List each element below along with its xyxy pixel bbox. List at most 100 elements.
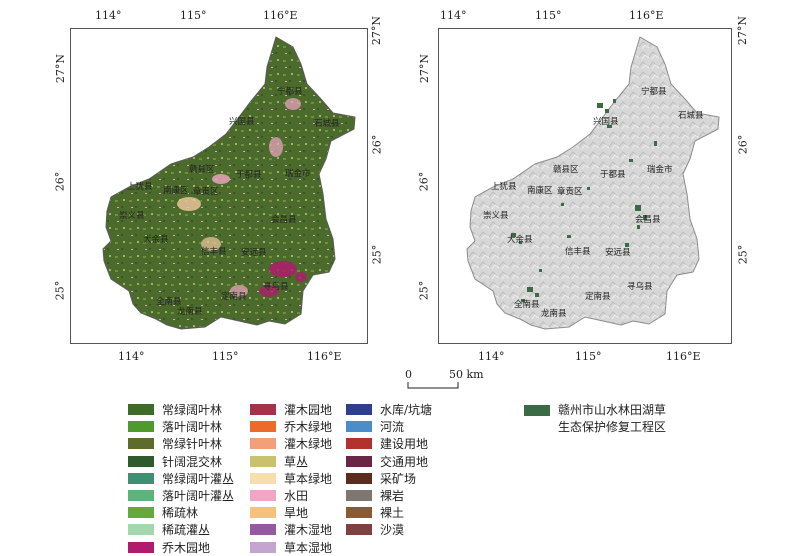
project-patch: [597, 103, 603, 108]
lat-tick-left: 26°: [417, 171, 431, 192]
legend-label: 建设用地: [380, 437, 429, 452]
legend-label: 乔木绿地: [284, 420, 333, 435]
county-label: 石城县: [314, 119, 340, 129]
legend-swatch: [250, 438, 276, 450]
lat-tick-left: 25°: [417, 280, 431, 301]
lon-tick-top: 114°: [95, 9, 122, 22]
legend-item: 稀疏灌丛: [128, 522, 210, 537]
county-label: 南康区: [527, 186, 553, 196]
county-label: 全南县: [514, 300, 540, 310]
project-patch: [587, 187, 590, 190]
legend-label: 交通用地: [380, 454, 429, 469]
lat-tick-left: 26°: [53, 171, 67, 192]
lat-tick-right: 27°N: [370, 15, 384, 46]
legend-item: 沙漠: [346, 522, 404, 537]
legend-label: 采矿场: [380, 471, 417, 486]
county-label: 于都县: [600, 170, 626, 180]
legend-swatch: [346, 404, 372, 415]
legend-item: 草丛: [250, 454, 308, 469]
lon-tick-top: 116°E: [629, 9, 664, 22]
legend-label: 水库/坑塘: [380, 403, 433, 417]
legend-label: 草本绿地: [284, 471, 333, 486]
lon-tick-top: 116°E: [263, 9, 298, 22]
legend-swatch: [128, 541, 154, 553]
project-area-patches: [511, 99, 657, 302]
legend-swatch: [128, 421, 154, 433]
lon-tick-bottom: 115°: [575, 350, 602, 363]
county-label: 龙南县: [541, 309, 567, 319]
project-patch: [635, 205, 641, 211]
county-label: 安远县: [241, 248, 267, 258]
legend-item: 草本绿地: [250, 471, 332, 486]
county-label: 崇义县: [483, 211, 509, 221]
legend-label: 草本湿地: [284, 540, 333, 555]
legend-item: 裸岩: [346, 488, 404, 503]
county-label: 定南县: [221, 292, 247, 302]
county-label: 于都县: [236, 170, 262, 180]
county-label: 瑞金市: [647, 165, 673, 175]
project-patch: [613, 99, 616, 103]
legend-item: 落叶阔叶灌丛: [128, 488, 234, 503]
orchard-patch: [295, 272, 307, 282]
project-patch: [654, 141, 657, 146]
county-label: 南康区: [163, 186, 189, 196]
project-patch: [629, 159, 633, 162]
legend-label: 水田: [284, 489, 309, 503]
county-label: 赣县区: [189, 165, 215, 175]
legend-label: 旱地: [284, 506, 309, 521]
legend-swatch: [346, 507, 372, 519]
county-label: 上犹县: [127, 182, 153, 192]
legend-swatch: [346, 455, 372, 467]
legend-swatch: [346, 421, 372, 433]
project-patch: [605, 109, 609, 113]
legend-item: 草本湿地: [250, 540, 332, 555]
landcover-map-panel: 宁都县 兴国县 石城县 赣县区 于都县 瑞金市 南康区 章贡区 上犹县 崇义县 …: [70, 28, 368, 344]
legend-label: 稀疏林: [162, 506, 199, 521]
legend-label: 灌木园地: [284, 403, 333, 417]
legend-label: 草丛: [284, 454, 309, 469]
cropland-patch: [269, 137, 283, 157]
project-area-map-panel: 宁都县 兴国县 石城县 赣县区 于都县 瑞金市 南康区 章贡区 上犹县 崇义县 …: [438, 28, 732, 344]
cropland-patch: [201, 237, 221, 251]
project-area-map-svg: [466, 36, 720, 330]
project-patch: [607, 125, 612, 128]
county-label: 定南县: [585, 292, 611, 302]
lat-tick-left: 27°N: [418, 53, 432, 84]
lat-tick-right: 25°: [736, 244, 750, 265]
project-patch: [625, 243, 629, 247]
legend-swatch: [250, 421, 276, 433]
county-label: 全南县: [156, 297, 182, 307]
county-label: 瑞金市: [285, 169, 311, 179]
project-patch: [643, 215, 647, 220]
scale-bar-zero: 0: [405, 368, 412, 381]
lon-tick-top: 114°: [440, 9, 467, 22]
legend-item: 水库/坑塘: [346, 402, 432, 417]
legend-swatch: [128, 490, 154, 501]
legend-label: 落叶阔叶灌丛: [162, 489, 235, 503]
county-label: 章贡区: [193, 187, 219, 197]
legend-label: 针阔混交林: [162, 454, 223, 469]
legend-item: 稀疏林: [128, 505, 198, 520]
legend-swatch: [250, 507, 276, 519]
legend-label: 稀疏灌丛: [162, 523, 211, 538]
legend-swatch: [250, 404, 276, 415]
cropland-patch: [212, 174, 230, 184]
legend-item: 常绿针叶林: [128, 436, 222, 451]
scale-bar-line: [407, 382, 459, 389]
legend-label: 乔木园地: [162, 540, 211, 555]
legend-swatch: [128, 404, 154, 415]
legend-item: 乔木绿地: [250, 419, 332, 434]
legend-label: 落叶阔叶林: [162, 420, 223, 435]
legend-swatch: [346, 438, 372, 450]
legend-swatch: [128, 507, 154, 519]
county-label: 安远县: [605, 248, 631, 258]
county-label: 信丰县: [201, 247, 227, 257]
legend-label: 河流: [380, 420, 405, 435]
legend-label: 灌木绿地: [284, 437, 333, 452]
county-label: 寻乌县: [263, 282, 289, 292]
cropland-patch: [230, 285, 248, 297]
county-label: 大余县: [507, 235, 533, 245]
legend-label: 裸岩: [380, 489, 405, 503]
lat-tick-right: 27°N: [736, 15, 750, 46]
legend-item: 针阔混交林: [128, 454, 222, 469]
